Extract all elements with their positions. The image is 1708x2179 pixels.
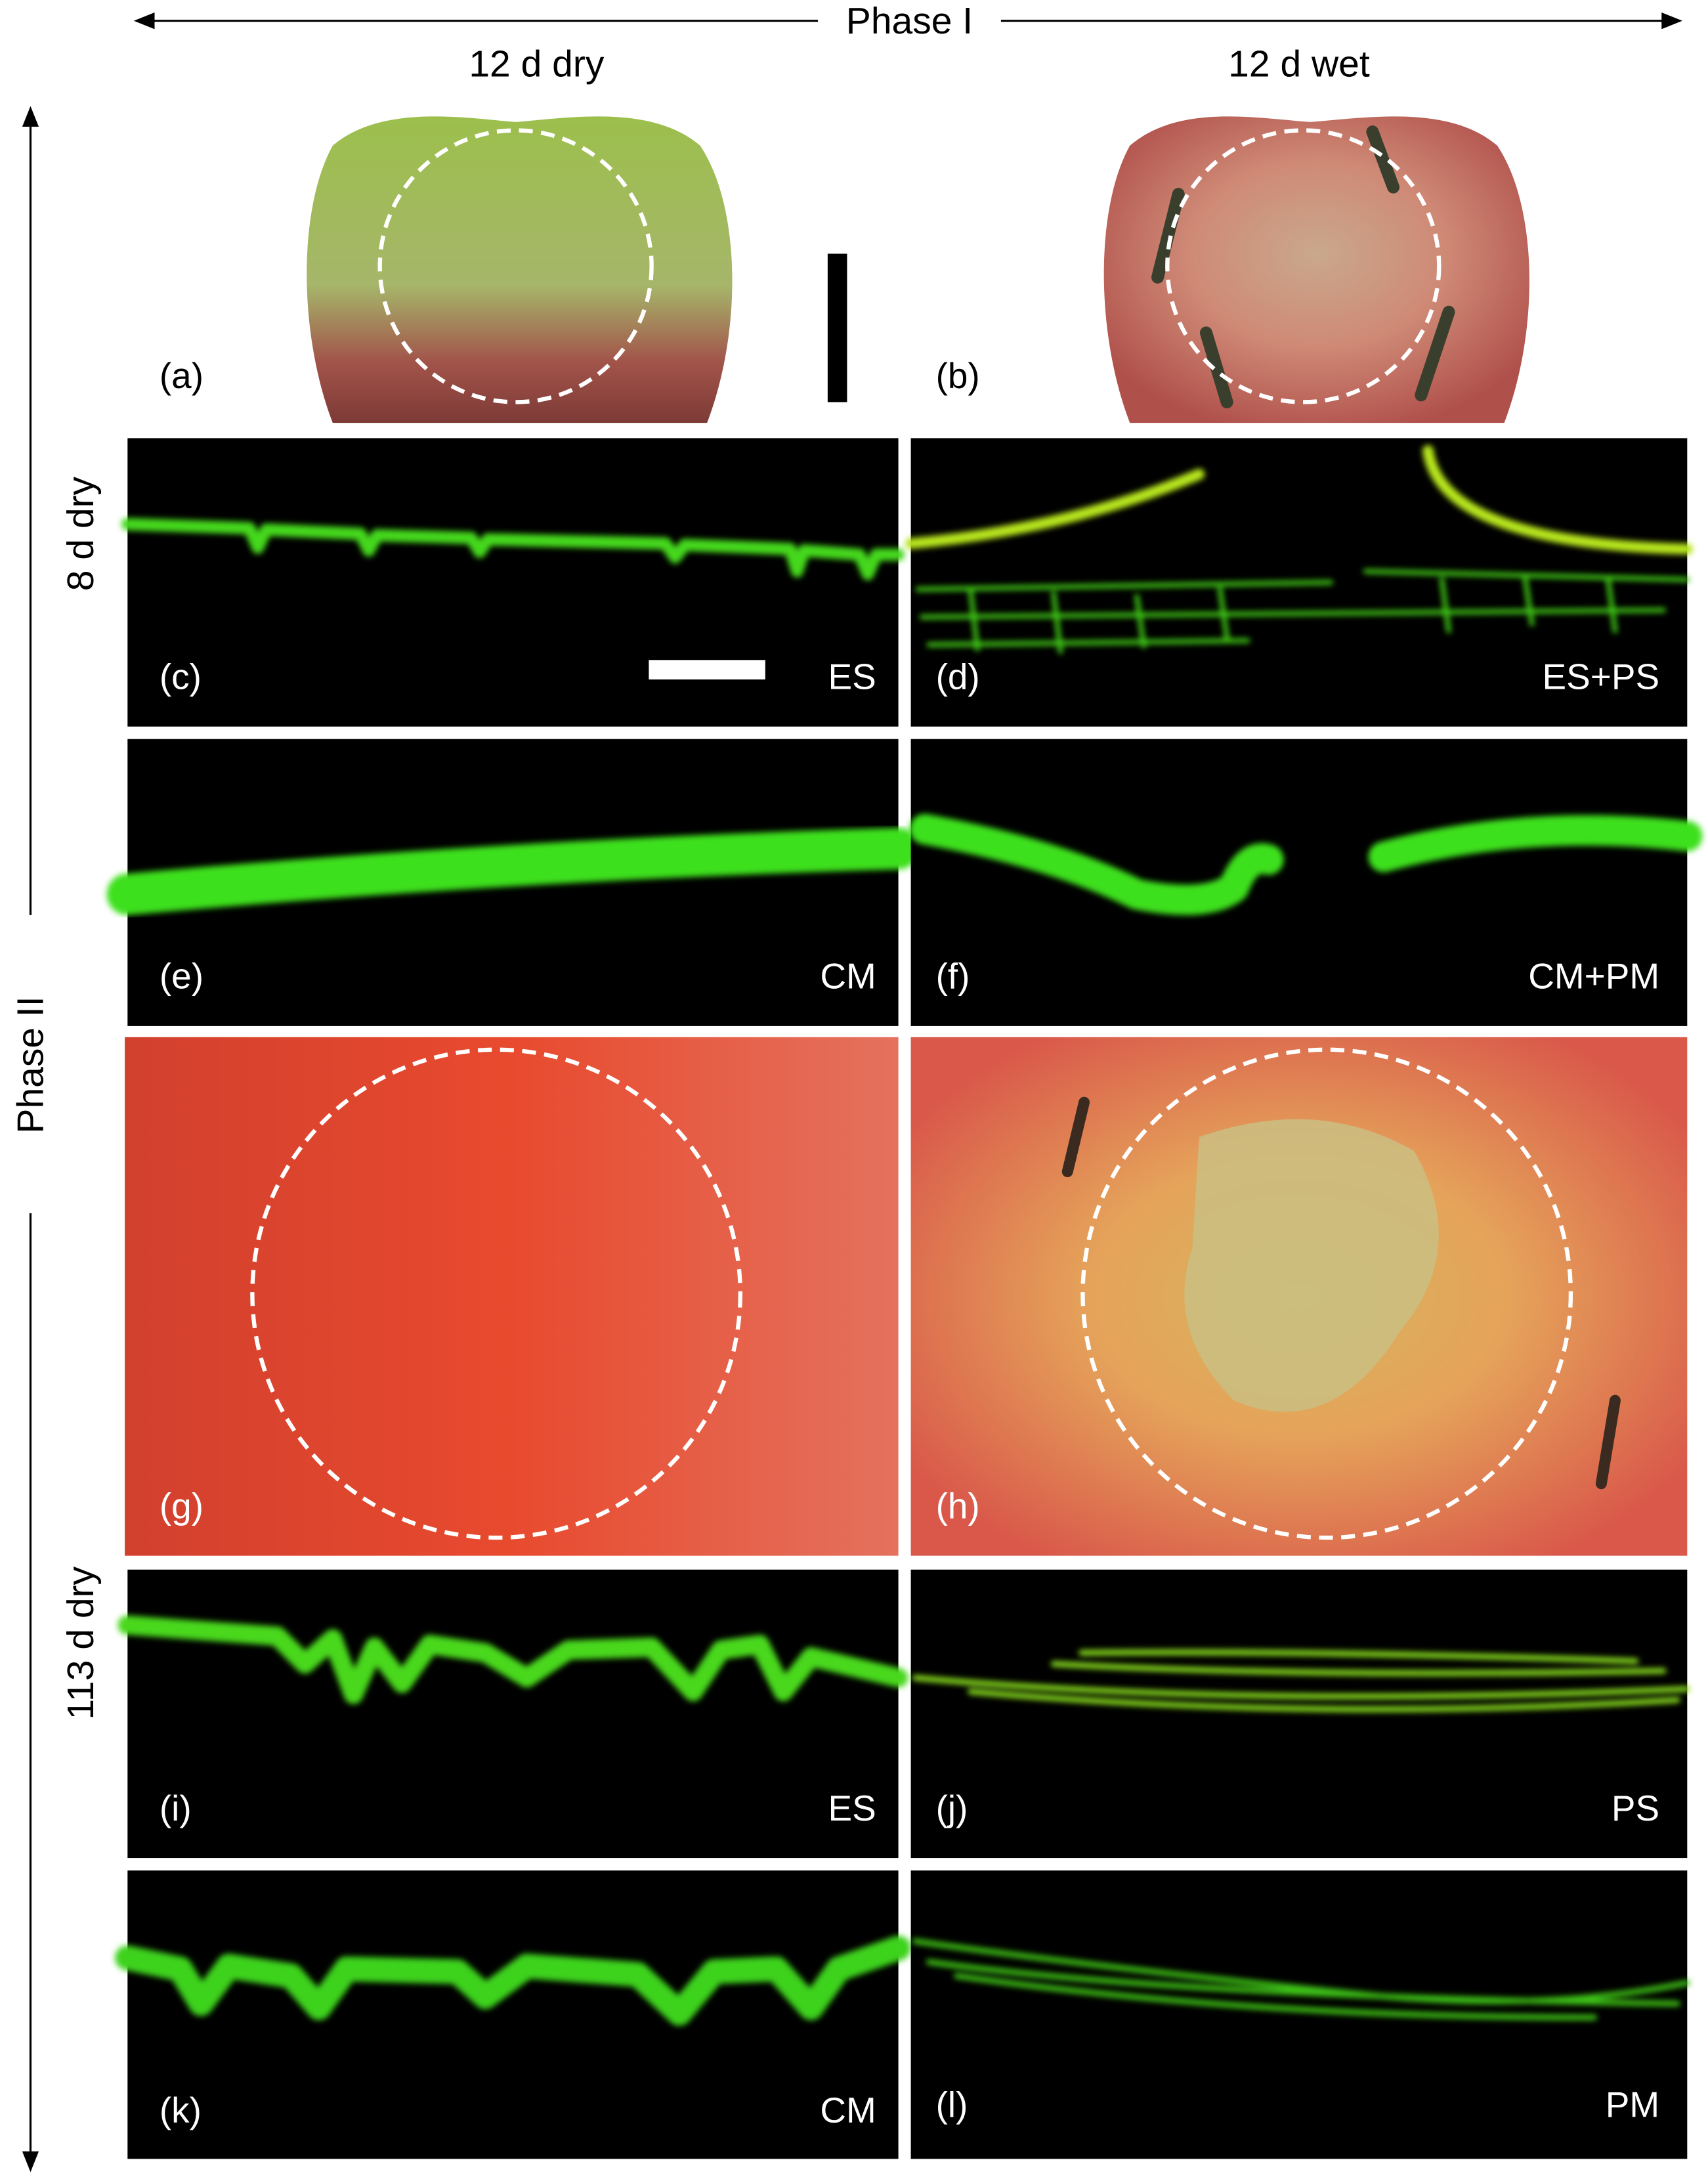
micrograph: [910, 1569, 1688, 1859]
micrograph: [127, 1569, 899, 1859]
panel-label: (d): [936, 656, 980, 697]
fluorescent-layer: [115, 1935, 911, 2026]
micrograph: [910, 739, 1688, 1026]
fluorescent-cells: [912, 1938, 1690, 2021]
lesion: [1061, 1096, 1621, 1490]
dashed-circle: [1165, 128, 1441, 404]
apple-photo: [307, 116, 733, 423]
panel-tag: CM: [820, 2090, 876, 2130]
micrograph: [127, 438, 899, 727]
panel-tag: PS: [1612, 1788, 1659, 1828]
fluorescent-layer: [121, 517, 905, 580]
panel-label: (l): [936, 2084, 968, 2125]
dashed-circle: [250, 1047, 742, 1540]
lesion: [1151, 125, 1455, 408]
apple-photo: [125, 1037, 899, 1556]
panel-label: (g): [160, 1485, 203, 1526]
panel-tag: PM: [1606, 2084, 1659, 2125]
panel-tag: ES+PS: [1543, 656, 1660, 697]
panel-tag: ES: [828, 656, 876, 697]
panel-label: (e): [160, 956, 203, 997]
phase-label: Phase I: [846, 0, 973, 42]
phase-label: Phase II: [10, 996, 52, 1133]
panel-label: (j): [936, 1788, 968, 1828]
column-label: 12 d dry: [469, 43, 605, 85]
column-label: 12 d wet: [1228, 43, 1370, 85]
russet-patch: [1184, 1119, 1439, 1412]
panel-label: (h): [936, 1485, 980, 1526]
fluorescent-layer: [909, 813, 1703, 915]
fluorescent-layer: [905, 444, 1693, 555]
panel-tag: CM: [820, 956, 876, 997]
micrograph: [127, 1870, 899, 2159]
panel-label: (k): [160, 2090, 202, 2130]
row-label: 8 d dry: [60, 476, 102, 591]
fluorescent-layer: [106, 827, 920, 915]
scale-bar: [649, 660, 765, 680]
panel-label: (b): [936, 355, 980, 396]
panel-label: (c): [160, 656, 202, 697]
panel-label: (f): [936, 956, 970, 997]
row-label: 113 d dry: [60, 1566, 102, 1719]
dashed-circle: [1080, 1047, 1573, 1540]
dashed-circle: [377, 128, 654, 404]
fluorescent-layer: [117, 1615, 908, 1704]
fluorescent-cells: [915, 569, 1690, 655]
panel-label: (i): [160, 1788, 192, 1828]
scale-bar: [827, 253, 847, 402]
panel-tag: ES: [828, 1788, 876, 1828]
panel-tag: CM+PM: [1528, 956, 1659, 997]
fluorescent-cells: [912, 1649, 1690, 1712]
panel-label: (a): [160, 355, 203, 396]
